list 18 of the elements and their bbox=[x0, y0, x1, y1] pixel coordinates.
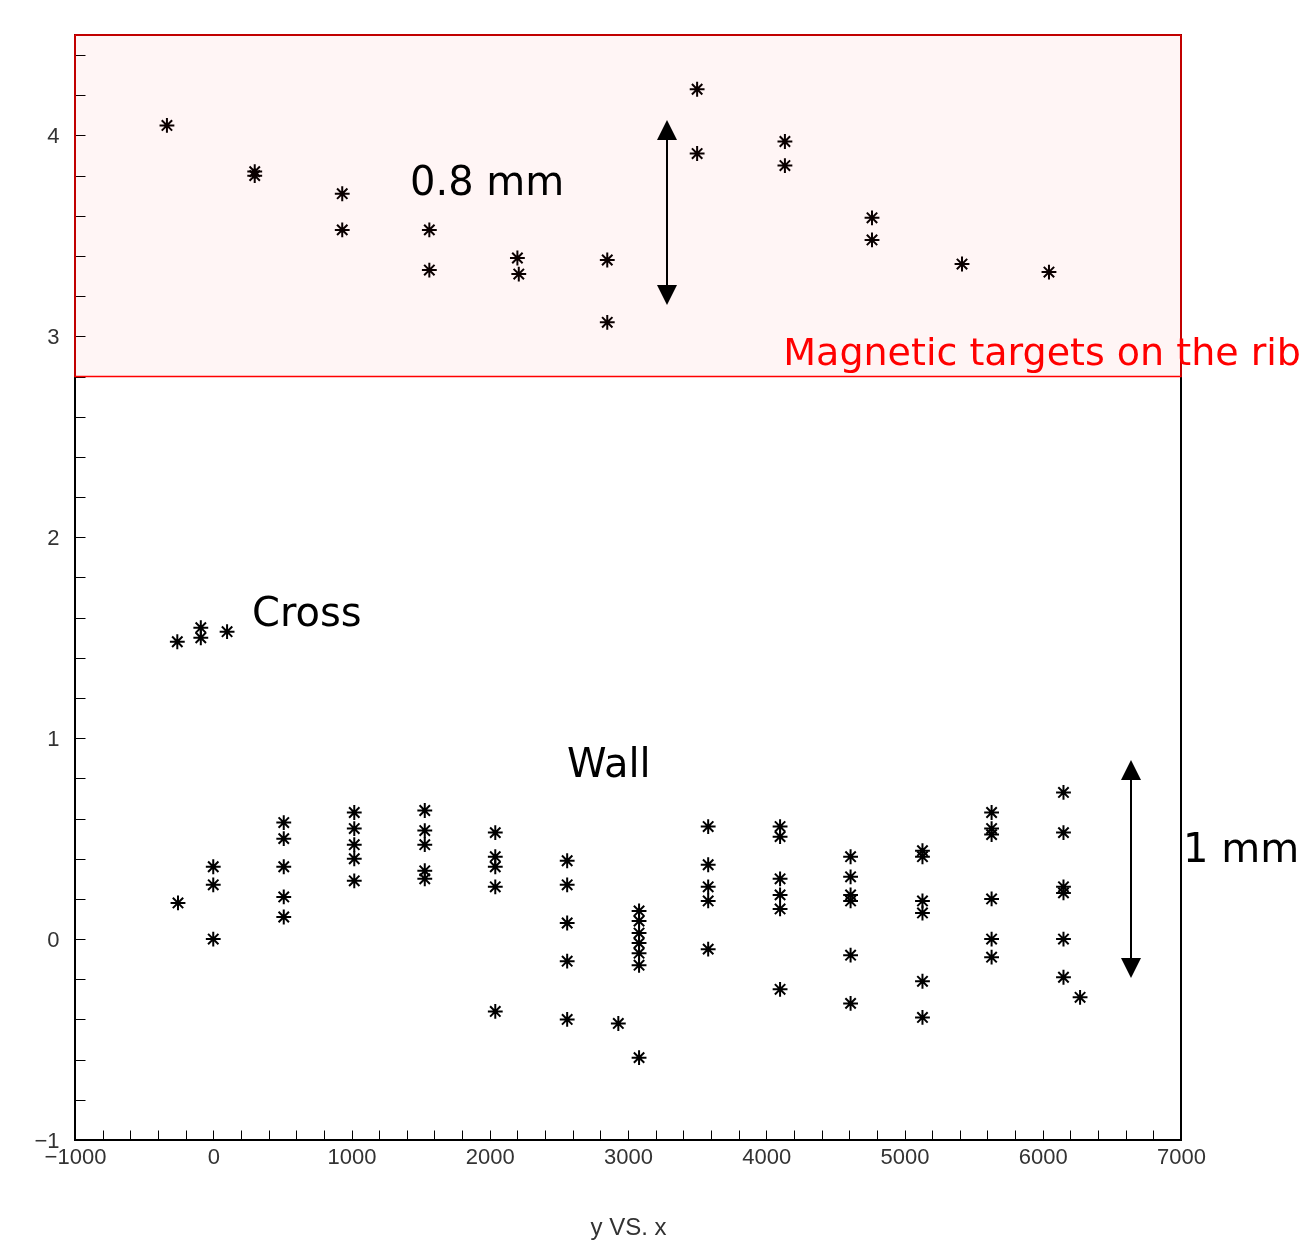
y-tick-label: 1 bbox=[47, 725, 60, 751]
y-tick-label: 2 bbox=[47, 524, 60, 550]
annotation: Wall bbox=[567, 740, 651, 786]
x-tick-label: 5000 bbox=[880, 1143, 930, 1169]
x-tick-label: 4000 bbox=[742, 1143, 792, 1169]
y-tick-label: 0 bbox=[47, 926, 60, 952]
y-tick-label: 3 bbox=[47, 323, 60, 349]
x-tick-label: 7000 bbox=[1157, 1143, 1206, 1169]
y-tick-label: 4 bbox=[47, 122, 60, 148]
text: 1 mm bbox=[1183, 825, 1300, 871]
x-tick-label: 3000 bbox=[604, 1143, 653, 1169]
x-axis-title: y VS. x bbox=[590, 1212, 667, 1240]
x-tick-label: 0 bbox=[207, 1143, 220, 1169]
x-tick-label: 2000 bbox=[465, 1143, 515, 1169]
x-tick-label: 6000 bbox=[1018, 1143, 1068, 1169]
x-tick-label: 1000 bbox=[327, 1143, 377, 1169]
annotation: 0.8 mm bbox=[410, 158, 565, 204]
annotation: Cross bbox=[252, 589, 362, 635]
